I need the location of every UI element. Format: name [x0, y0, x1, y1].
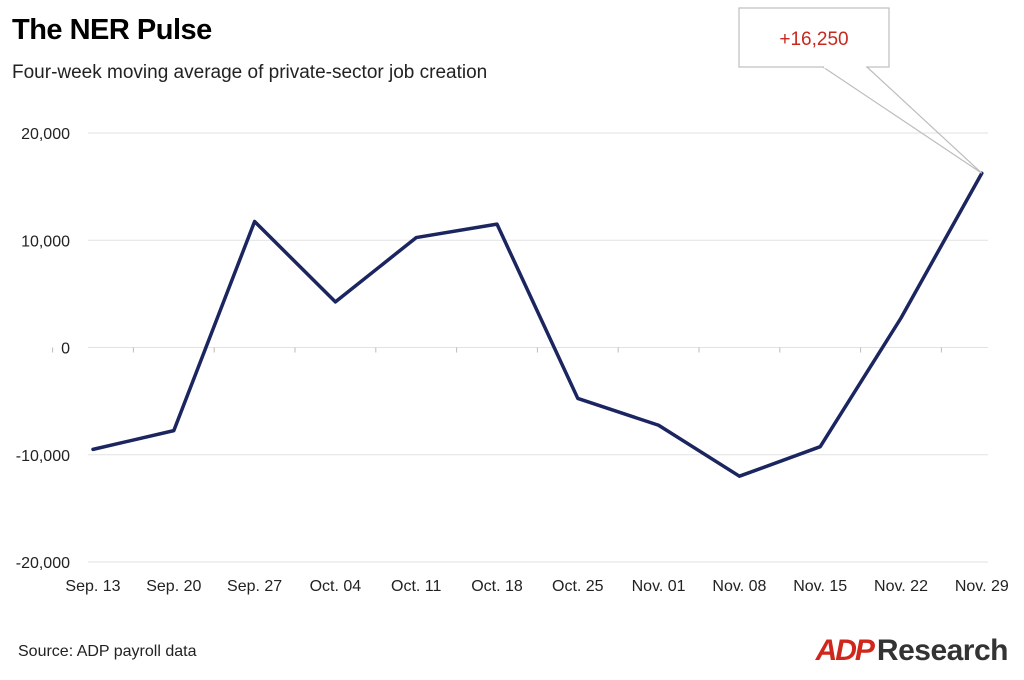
y-tick-label: 0 — [61, 341, 70, 358]
y-tick-label: -10,000 — [16, 448, 70, 465]
adp-logo: ADP — [815, 634, 875, 667]
x-tick-label: Nov. 01 — [632, 578, 686, 595]
y-tick-label: -20,000 — [16, 555, 70, 572]
x-tick-label: Sep. 13 — [65, 578, 120, 595]
x-tick-label: Oct. 11 — [391, 578, 441, 595]
y-axis-ticks: 20,000 10,000 0 -10,000 -20,000 — [16, 126, 70, 572]
x-tick-label: Oct. 25 — [552, 578, 604, 595]
callout-label: +16,250 — [779, 29, 848, 50]
callout-pointer — [822, 66, 983, 174]
x-tick-label: Nov. 22 — [874, 578, 928, 595]
x-tick-label: Oct. 18 — [471, 578, 523, 595]
x-tick-label: Oct. 04 — [310, 578, 362, 595]
series-line — [91, 171, 984, 478]
y-tick-label: 10,000 — [21, 233, 70, 250]
chart-subtitle: Four-week moving average of private-sect… — [12, 62, 488, 83]
x-tick-label: Sep. 27 — [227, 578, 282, 595]
chart-title: The NER Pulse — [12, 14, 212, 46]
x-tick-label: Sep. 20 — [146, 578, 201, 595]
callout-box — [738, 7, 890, 68]
y-tick-label: 20,000 — [21, 126, 70, 143]
series-layer — [91, 171, 984, 478]
brand-name: Research — [876, 634, 1009, 667]
brand-logo: ADP Research — [815, 634, 1009, 667]
x-axis-ticks: Sep. 13 Sep. 20 Sep. 27 Oct. 04 Oct. 11 Oct. … — [65, 578, 1008, 595]
callout: +16,250 — [738, 7, 983, 174]
gridlines — [52, 132, 988, 563]
x-tick-label: Nov. 29 — [955, 578, 1009, 595]
source-note: Source: ADP payroll data — [18, 643, 197, 660]
x-tick-label: Nov. 15 — [793, 578, 847, 595]
x-tick-label: Nov. 08 — [712, 578, 766, 595]
